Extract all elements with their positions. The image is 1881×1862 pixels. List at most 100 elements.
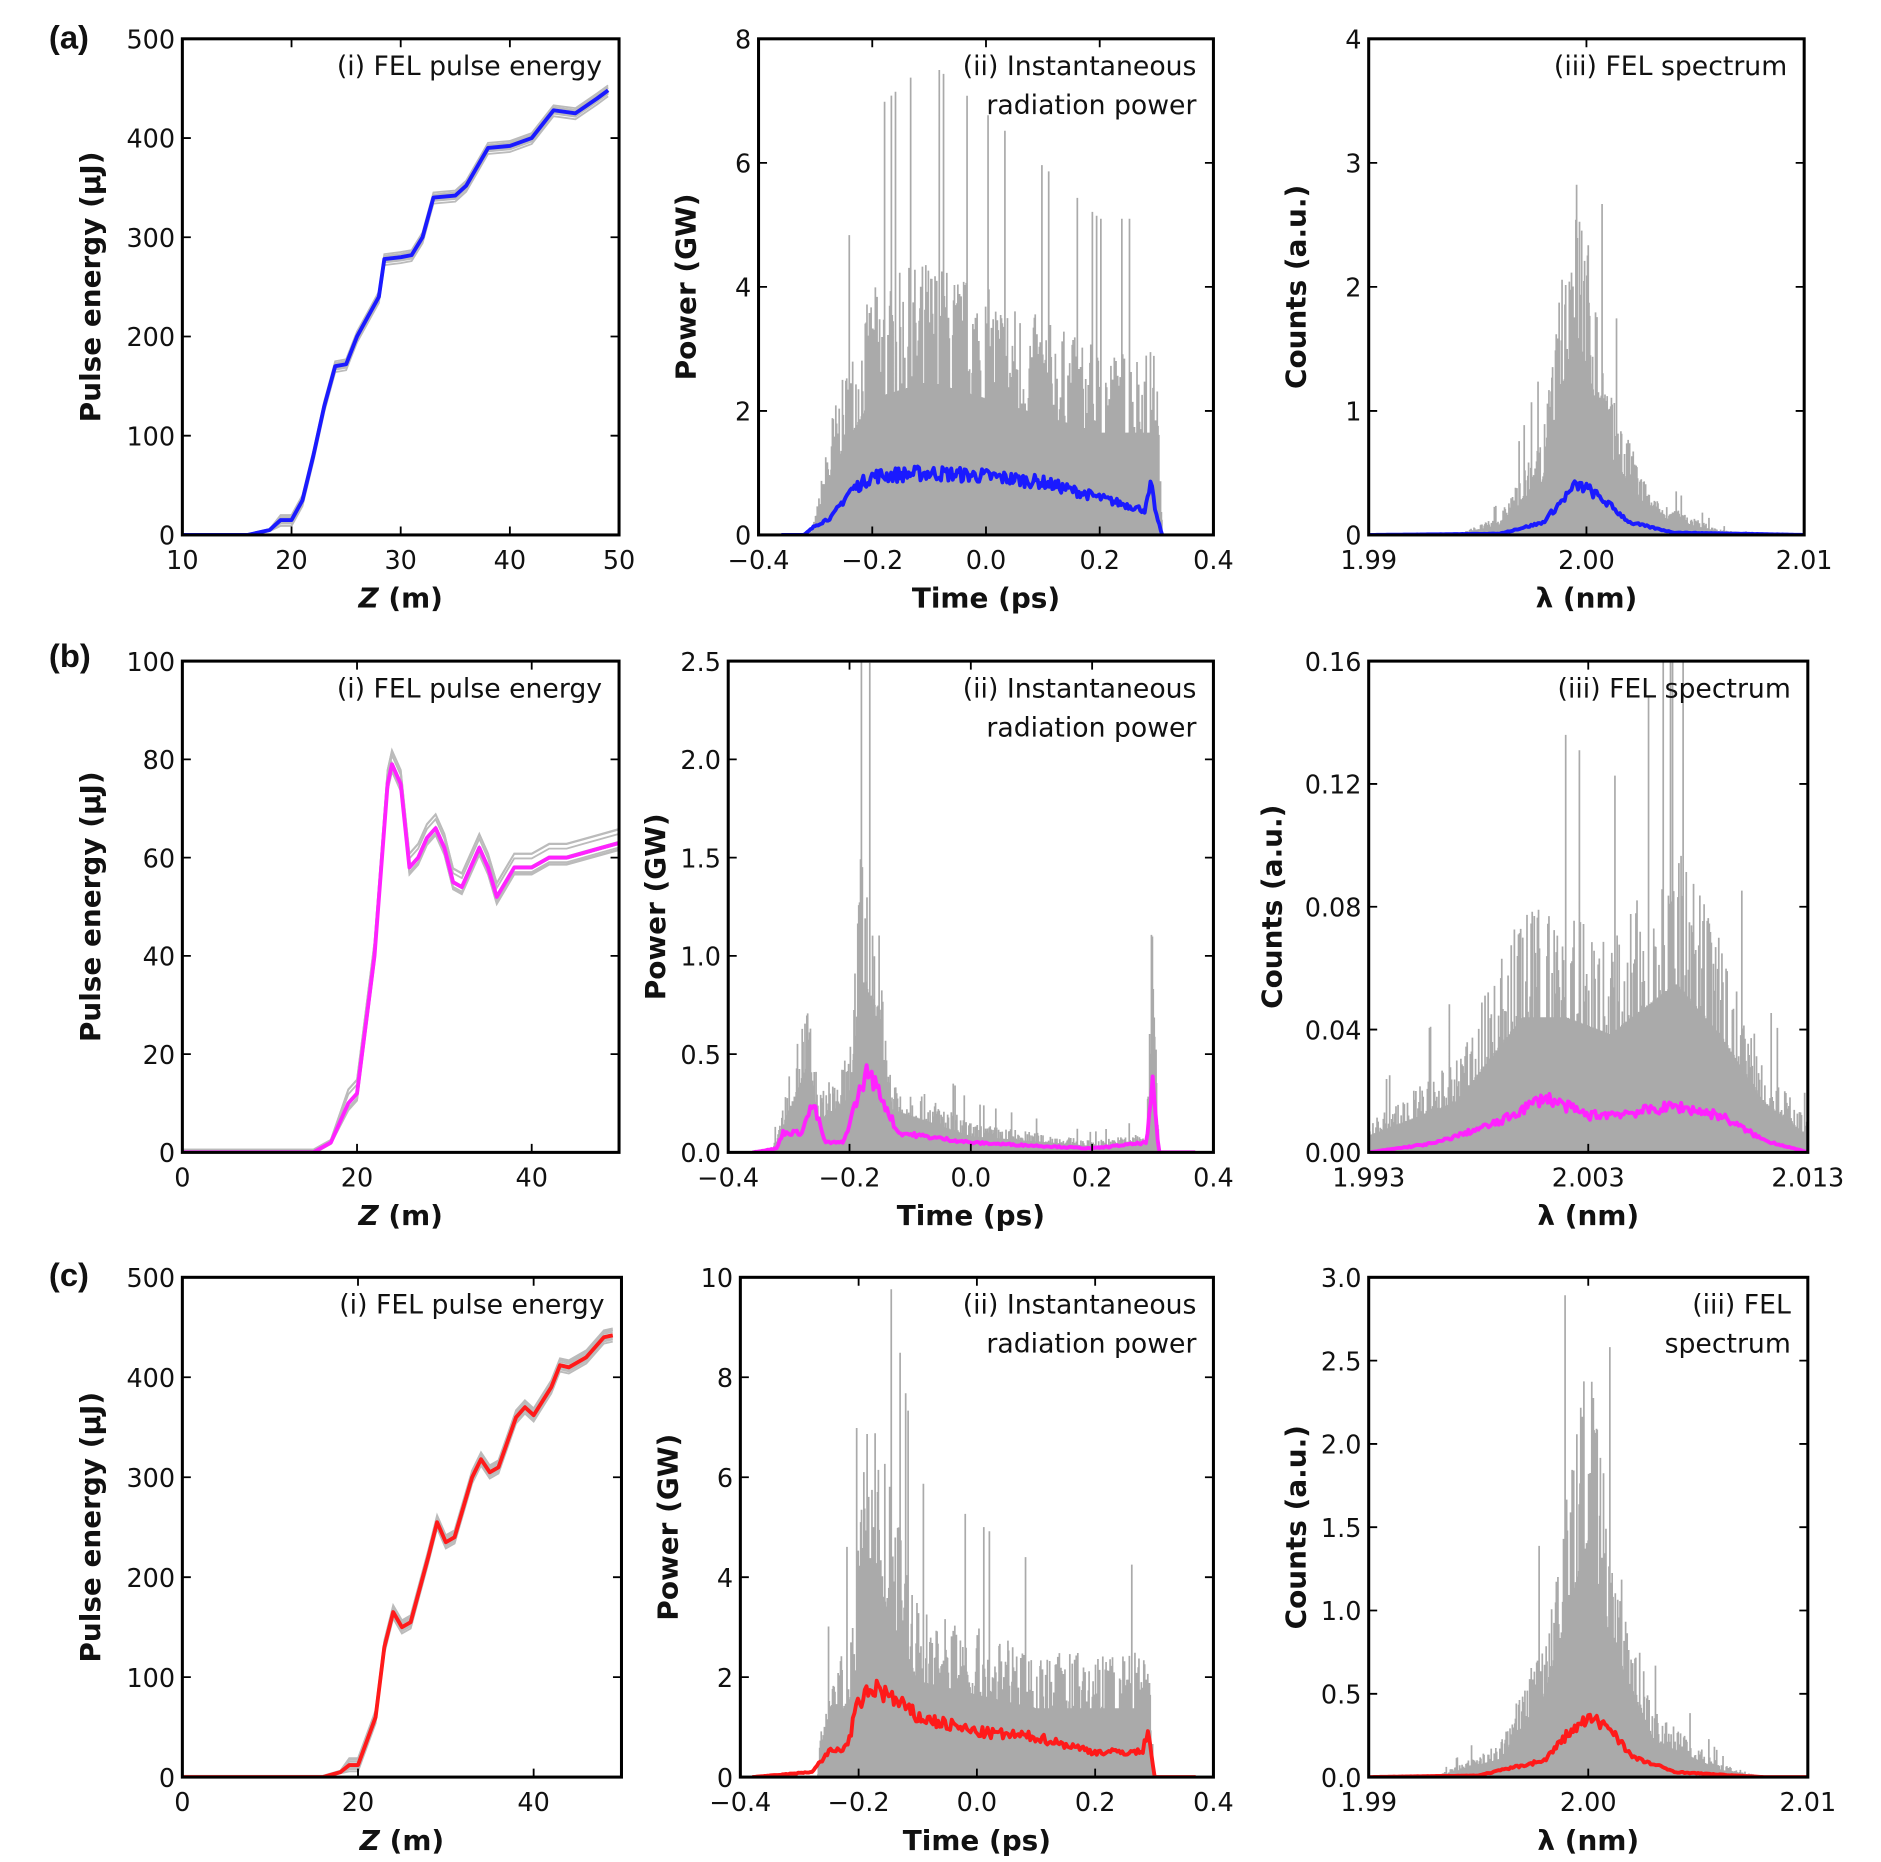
x-tick-label: 1.993	[1332, 1163, 1405, 1193]
y-tick-label: 1.0	[1321, 1597, 1362, 1627]
shot-curve-gray	[182, 760, 620, 1153]
plot-area	[1368, 661, 1808, 1153]
y-tick-label: 0	[159, 522, 175, 552]
shot-curve-gray	[323, 1340, 613, 1778]
x-tick-label: 30	[384, 546, 416, 576]
x-tick-label: 0.2	[1072, 1163, 1113, 1193]
shot-curve-gray	[182, 1337, 613, 1778]
y-axis-label: Power (GW)	[651, 1434, 684, 1621]
x-axis-label-main: λ (nm)	[1537, 1824, 1639, 1857]
x-tick-label: 10	[166, 546, 198, 576]
shot-curve-gray	[182, 86, 609, 535]
shot-curve-gray	[313, 767, 620, 1153]
plot-area	[182, 747, 620, 1153]
x-axis-label: Time (ps)	[897, 1199, 1045, 1232]
y-tick-label: 10	[701, 1264, 733, 1294]
y-tick-label: 0.16	[1305, 648, 1362, 678]
shot-curve-gray	[182, 1327, 613, 1777]
x-tick-label: 2.003	[1552, 1163, 1625, 1193]
x-tick-label: 20	[341, 1163, 373, 1193]
y-tick-label: 0.04	[1305, 1016, 1362, 1046]
x-axis-label-main: λ (nm)	[1536, 582, 1638, 615]
shot-curve-gray	[182, 84, 609, 535]
x-axis-label: λ (nm)	[1537, 1824, 1639, 1857]
x-tick-label: 0.0	[966, 546, 1007, 576]
y-tick-label: 0.12	[1305, 771, 1362, 801]
y-tick-label: 8	[735, 26, 751, 56]
mean-curve	[751, 1678, 1196, 1778]
mean-curve	[182, 762, 620, 1153]
x-tick-label: −0.4	[697, 1163, 759, 1193]
y-tick-label: 1.5	[1321, 1514, 1362, 1544]
panel-title: radiation power	[986, 1329, 1196, 1360]
y-tick-label: 0	[1345, 522, 1361, 552]
x-axis-label-unit: (m)	[379, 582, 443, 615]
shot-curve-gray	[182, 89, 609, 535]
panel-c-ii: −0.4 −0.2 0.0 0.2 0.4 0 2 4 6 8 10 Time (ps) Power (…	[651, 1264, 1233, 1857]
mean-curve	[1368, 1091, 1808, 1153]
plot-area	[1368, 184, 1805, 535]
y-axis-label: Pulse energy (µJ)	[74, 771, 107, 1042]
y-tick-label: 1.0	[680, 943, 721, 973]
y-tick-label: 2.0	[1321, 1431, 1362, 1461]
x-axis-label-main: Time (ps)	[903, 1824, 1051, 1857]
y-tick-label: 0.08	[1305, 893, 1362, 923]
panel-title: radiation power	[986, 712, 1196, 743]
x-axis-label-unit: (m)	[379, 1199, 443, 1232]
y-tick-label: 500	[126, 26, 175, 56]
y-tick-label: 0.00	[1305, 1139, 1362, 1169]
y-tick-label: 3	[1345, 150, 1361, 180]
x-tick-label: −0.2	[828, 1788, 890, 1818]
y-tick-label: 400	[126, 1364, 175, 1394]
mean-curve	[780, 464, 1165, 535]
panel-c-iii: 1.99 2.00 2.01 0.0 0.5 1.0 1.5 2.0 2.5 3.0 λ (nm) C…	[1280, 1264, 1837, 1857]
y-tick-label: 8	[717, 1364, 733, 1394]
x-axis-label-main: Time (ps)	[912, 582, 1060, 615]
y-tick-label: 1.5	[680, 844, 721, 874]
y-tick-label: 2.5	[680, 648, 721, 678]
panel-title: (ii) Instantaneous	[963, 673, 1197, 704]
x-tick-label: 1.99	[1340, 1788, 1397, 1818]
y-tick-label: 3.0	[1321, 1264, 1362, 1294]
y-tick-label: 100	[126, 648, 175, 678]
shot-curve-gray	[182, 86, 609, 535]
plot-area	[780, 69, 1165, 535]
plot-area	[182, 84, 610, 535]
y-tick-label: 400	[126, 125, 175, 155]
y-tick-label: 100	[126, 422, 175, 452]
y-tick-label: 0	[717, 1764, 733, 1794]
y-tick-label: 2	[735, 398, 751, 428]
x-tick-label: −0.4	[709, 1788, 771, 1818]
shot-curve-gray	[182, 760, 620, 1153]
x-tick-label: 40	[515, 1163, 547, 1193]
shot-curve-gray	[182, 752, 620, 1152]
panel-title: spectrum	[1665, 1329, 1791, 1360]
x-tick-label: −0.2	[841, 546, 903, 576]
axes-frame	[180, 659, 621, 1154]
x-axis-label-main: Z	[357, 582, 379, 615]
shot-curve-gray	[313, 766, 620, 1153]
panel-b-i: 0 20 40 0 20 40 60 80 100 Z (m) Pulse energy (µJ) (…	[74, 648, 621, 1232]
x-tick-label: 2.01	[1776, 546, 1833, 576]
x-tick-label: 0.2	[1075, 1788, 1116, 1818]
plot-area	[1368, 1295, 1808, 1778]
shot-curve-gray	[182, 747, 620, 1151]
panel-title: (ii) Instantaneous	[963, 51, 1197, 82]
y-tick-label: 200	[126, 323, 175, 353]
y-tick-label: 300	[126, 224, 175, 254]
y-tick-label: 2	[1345, 274, 1361, 304]
y-tick-label: 0	[159, 1139, 175, 1169]
y-tick-label: 0.0	[1321, 1764, 1362, 1794]
y-tick-label: 100	[126, 1664, 175, 1694]
y-axis-label: Counts (a.u.)	[1255, 805, 1288, 1009]
y-tick-label: 0	[735, 522, 751, 552]
x-tick-label: 20	[275, 546, 307, 576]
panel-b-iii: 1.993 2.003 2.013 0.00 0.04 0.08 0.12 0.16 λ (nm…	[1255, 648, 1844, 1232]
row-label-c: (c)	[49, 1256, 89, 1293]
x-tick-label: 2.00	[1558, 546, 1615, 576]
y-tick-label: 2.0	[680, 746, 721, 776]
y-axis-label: Pulse energy (µJ)	[74, 152, 107, 423]
shot-curve-gray	[182, 1334, 613, 1778]
